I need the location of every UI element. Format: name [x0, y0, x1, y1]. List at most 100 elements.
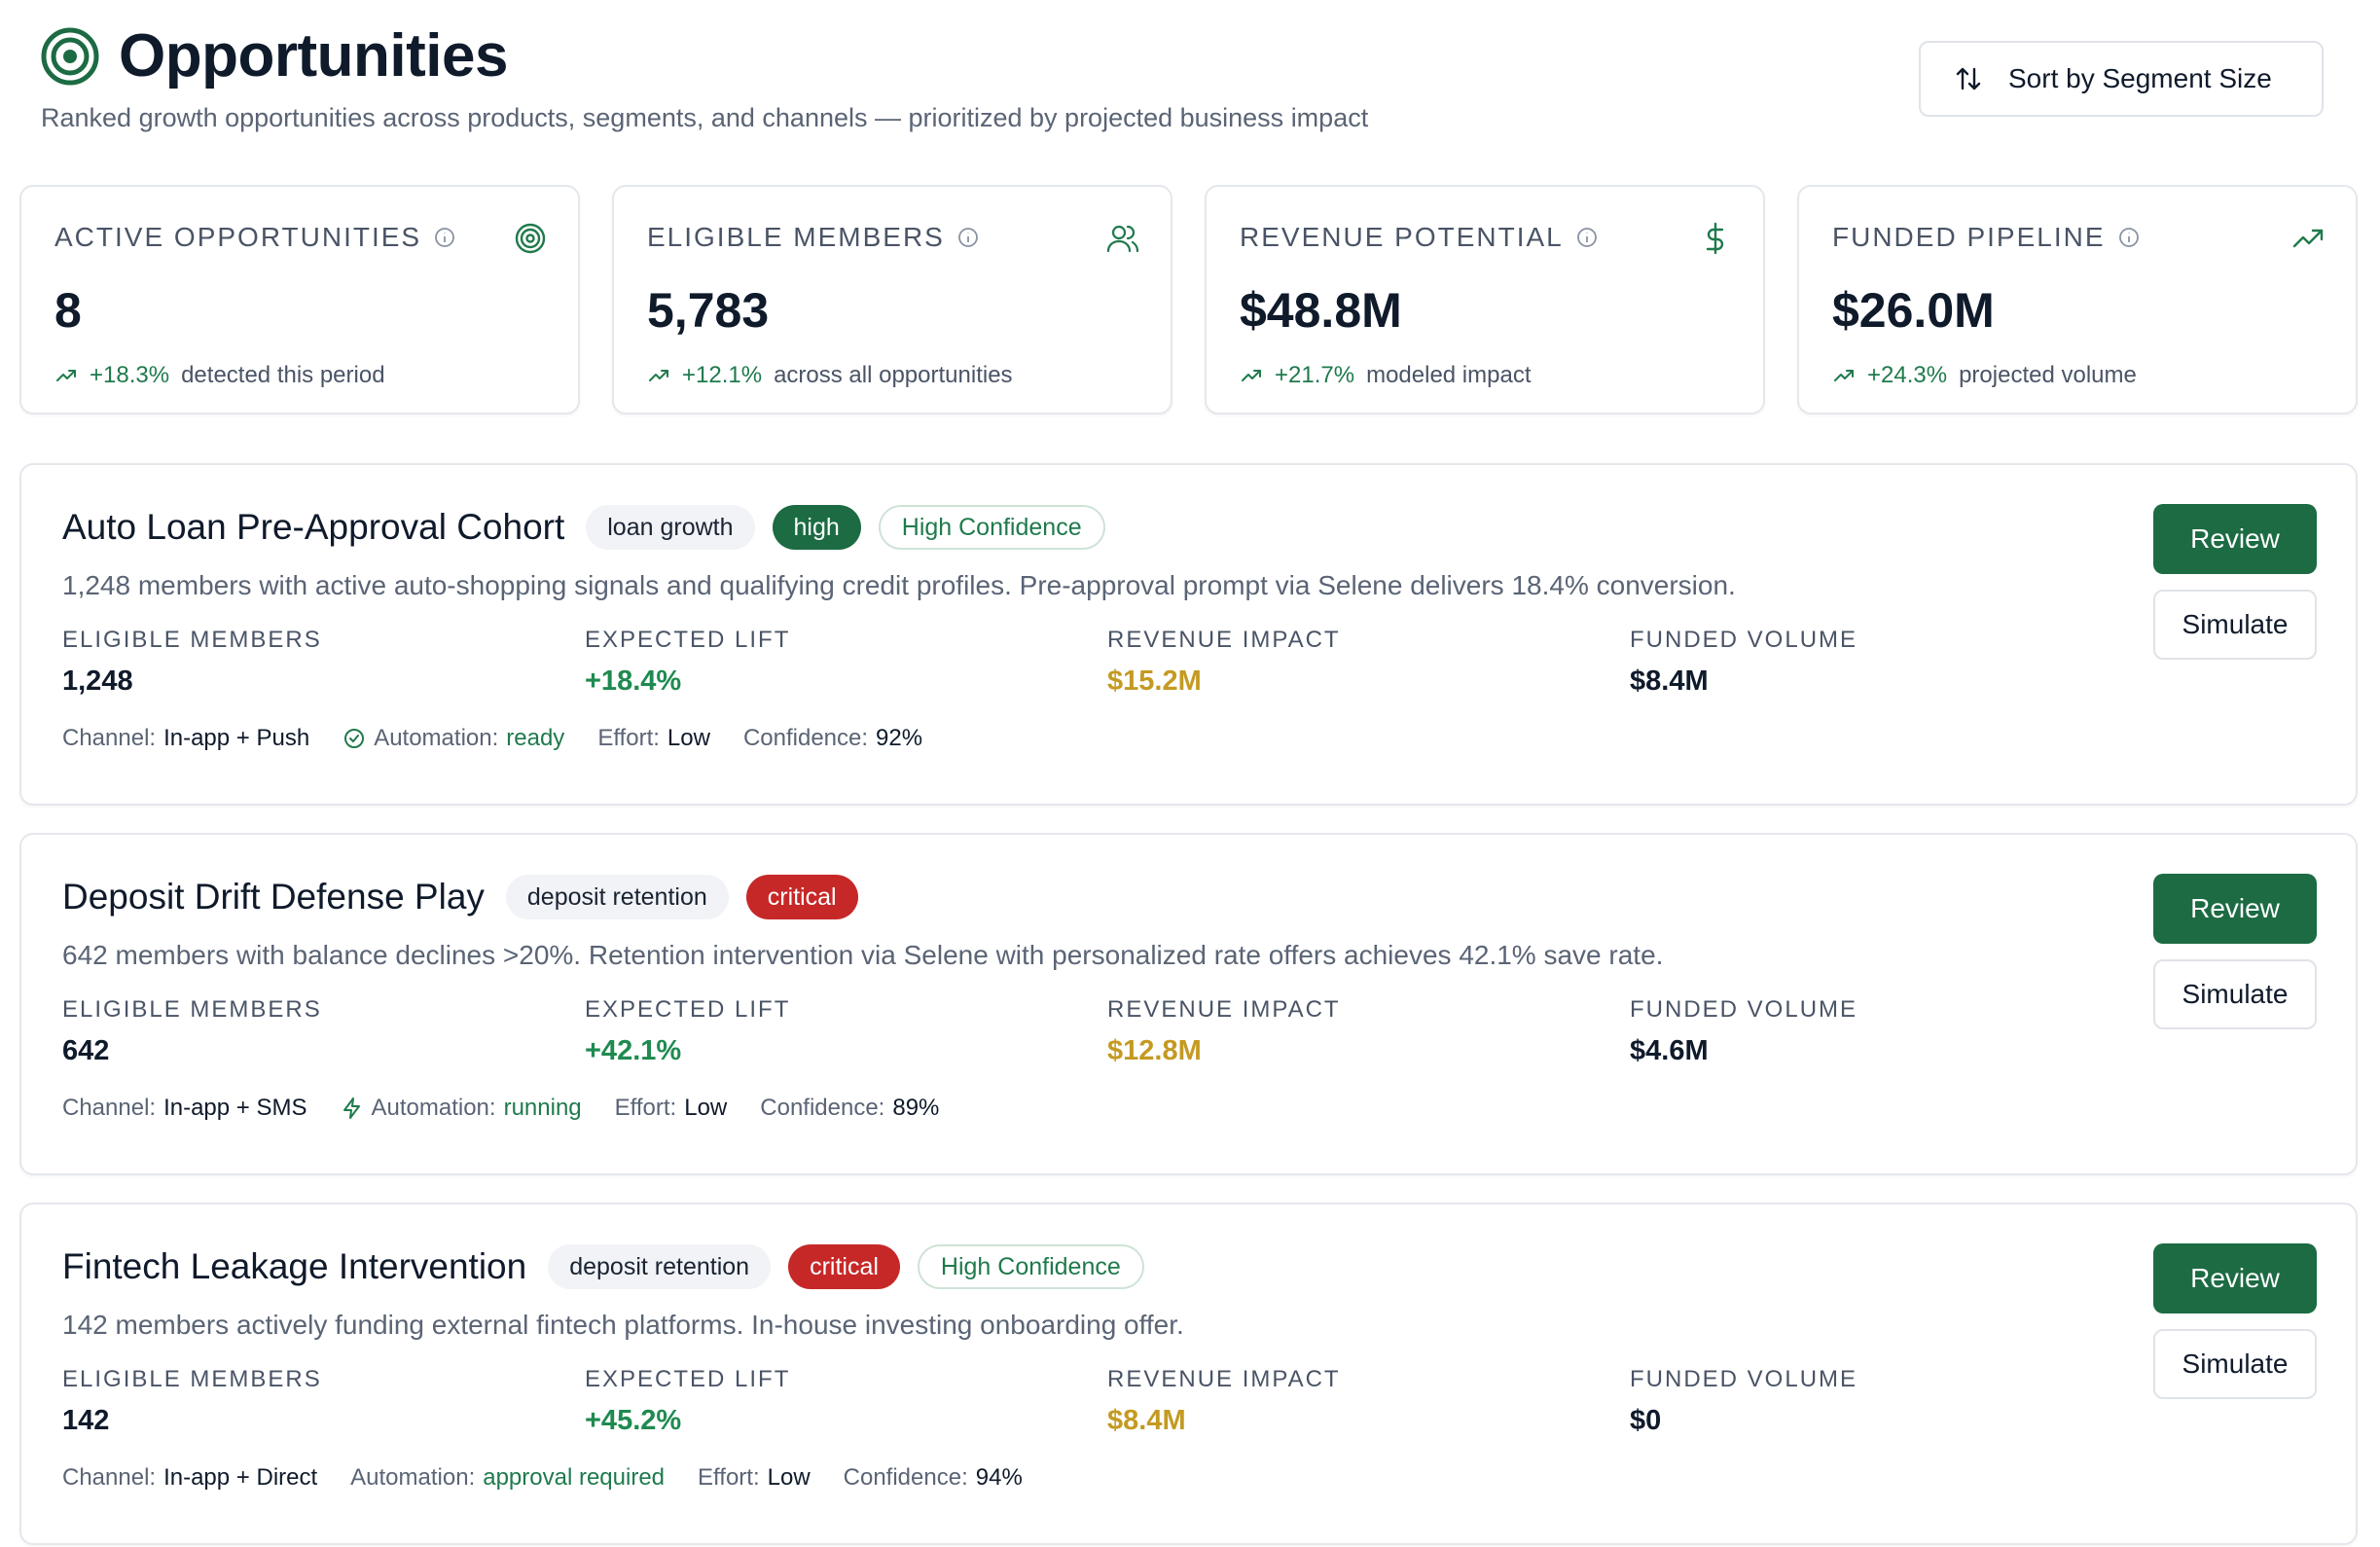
opportunity-description: 642 members with balance declines >20%. … — [62, 940, 1664, 970]
metric-value: +18.4% — [585, 666, 682, 697]
meta-label: Confidence: — [843, 1464, 968, 1491]
kpi-label: REVENUE POTENTIAL — [1240, 222, 1730, 253]
metric-eligible-members: ELIGIBLE MEMBERS 142 — [62, 1366, 585, 1437]
confidence-tag: High Confidence — [917, 1244, 1144, 1289]
meta-label: Effort: — [614, 1095, 677, 1121]
kpi-label: FUNDED PIPELINE — [1832, 222, 2323, 253]
metric-funded-volume: FUNDED VOLUME $8.4M — [1630, 627, 2152, 698]
meta-row: Channel: In-app + Direct Automation: appro… — [62, 1464, 2315, 1492]
priority-badge: critical — [788, 1244, 900, 1289]
metric-eligible-members: ELIGIBLE MEMBERS 1,248 — [62, 627, 585, 698]
meta-value: 89% — [892, 1095, 940, 1121]
sort-button-label: Sort by Segment Size — [2008, 63, 2272, 93]
kpi-label-text: ELIGIBLE MEMBERS — [647, 222, 945, 252]
info-icon[interactable] — [1575, 226, 1599, 249]
page-header: Opportunities Ranked growth opportunitie… — [19, 0, 2361, 175]
category-tag: deposit retention — [505, 875, 729, 919]
card-actions: Review Simulate — [2153, 1243, 2317, 1399]
meta-channel: Channel: In-app + SMS — [62, 1095, 307, 1122]
metric-value: $12.8M — [1107, 1035, 1202, 1066]
metric-label: EXPECTED LIFT — [585, 1366, 791, 1392]
simulate-button[interactable]: Simulate — [2153, 590, 2317, 660]
kpi-delta: +18.3% — [90, 362, 170, 388]
opportunity-title: Deposit Drift Defense Play — [62, 877, 485, 917]
kpi-footer: +18.3% detected this period — [54, 362, 545, 389]
metric-label: ELIGIBLE MEMBERS — [62, 627, 322, 653]
review-button[interactable]: Review — [2153, 1243, 2317, 1313]
metric-value: $4.6M — [1630, 1035, 1709, 1066]
kpi-note: detected this period — [181, 362, 385, 388]
metric-label: REVENUE IMPACT — [1107, 996, 1341, 1023]
opportunity-description: 142 members actively funding external fi… — [62, 1310, 1184, 1340]
kpi-footer: +24.3% projected volume — [1832, 362, 2323, 389]
kpi-delta: +12.1% — [682, 362, 763, 388]
metric-funded-volume: FUNDED VOLUME $0 — [1630, 1366, 2152, 1437]
kpi-footer: +21.7% modeled impact — [1240, 362, 1730, 389]
meta-effort: Effort: Low — [597, 725, 710, 752]
kpi-value: $48.8M — [1240, 283, 1402, 338]
kpi-value: 5,783 — [647, 283, 770, 338]
kpi-card-revenue-potential: REVENUE POTENTIAL $48.8M +21.7% modeled … — [1205, 185, 1765, 414]
meta-label: Effort: — [597, 725, 660, 751]
kpi-footer: +12.1% across all opportunities — [647, 362, 1137, 389]
kpi-label-text: ACTIVE OPPORTUNITIES — [54, 222, 422, 252]
meta-value: In-app + Direct — [163, 1464, 318, 1491]
meta-automation: Automation: approval required — [350, 1464, 665, 1492]
kpi-card-eligible-members: ELIGIBLE MEMBERS 5,783 +12.1% across all… — [612, 185, 1172, 414]
metric-value: $8.4M — [1630, 666, 1709, 697]
meta-value: approval required — [483, 1464, 666, 1491]
kpi-label-text: REVENUE POTENTIAL — [1240, 222, 1564, 252]
meta-label: Automation: — [350, 1464, 476, 1491]
opportunity-header: Auto Loan Pre-Approval Cohort loan growt… — [62, 504, 2315, 551]
metric-value: +45.2% — [585, 1405, 682, 1436]
page-subtitle: Ranked growth opportunities across produ… — [41, 103, 1369, 132]
info-icon[interactable] — [433, 226, 456, 249]
target-icon — [41, 27, 99, 85]
opportunity-card: Fintech Leakage Intervention deposit ret… — [19, 1203, 2358, 1545]
simulate-button[interactable]: Simulate — [2153, 1329, 2317, 1399]
kpi-note: modeled impact — [1366, 362, 1532, 388]
metric-expected-lift: EXPECTED LIFT +45.2% — [585, 1366, 1107, 1437]
meta-value: running — [503, 1095, 582, 1121]
opportunity-card: Deposit Drift Defense Play deposit reten… — [19, 833, 2358, 1175]
sort-arrows-icon — [1956, 67, 1981, 90]
kpi-delta: +21.7% — [1275, 362, 1355, 388]
metric-label: FUNDED VOLUME — [1630, 627, 1858, 653]
review-button[interactable]: Review — [2153, 874, 2317, 944]
simulate-button[interactable]: Simulate — [2153, 959, 2317, 1029]
users-icon — [1106, 225, 1139, 253]
metric-label: EXPECTED LIFT — [585, 996, 791, 1023]
meta-value: 94% — [975, 1464, 1023, 1491]
metric-revenue-impact: REVENUE IMPACT $12.8M — [1107, 996, 1630, 1067]
review-button[interactable]: Review — [2153, 504, 2317, 574]
metric-value: $8.4M — [1107, 1405, 1186, 1436]
metric-value: 642 — [62, 1035, 110, 1066]
info-icon[interactable] — [956, 226, 980, 249]
metric-value: 1,248 — [62, 666, 133, 697]
opportunity-title: Auto Loan Pre-Approval Cohort — [62, 507, 565, 547]
title-row: Opportunities — [41, 21, 508, 90]
metric-label: FUNDED VOLUME — [1630, 1366, 1858, 1392]
category-tag: loan growth — [586, 505, 755, 550]
metric-revenue-impact: REVENUE IMPACT $15.2M — [1107, 627, 1630, 698]
metric-revenue-impact: REVENUE IMPACT $8.4M — [1107, 1366, 1630, 1437]
category-tag: deposit retention — [548, 1244, 772, 1289]
meta-channel: Channel: In-app + Push — [62, 725, 309, 752]
meta-label: Confidence: — [742, 725, 869, 751]
confidence-tag: High Confidence — [878, 505, 1105, 550]
meta-label: Effort: — [698, 1464, 760, 1491]
meta-confidence: Confidence: 92% — [743, 725, 922, 752]
kpi-note: across all opportunities — [774, 362, 1013, 388]
metric-value: +42.1% — [585, 1035, 682, 1066]
metric-label: REVENUE IMPACT — [1107, 627, 1341, 653]
meta-value: Low — [667, 725, 710, 751]
trending-up-icon — [1242, 370, 1261, 381]
metric-label: ELIGIBLE MEMBERS — [62, 1366, 322, 1392]
meta-value: Low — [767, 1464, 811, 1491]
metric-label: EXPECTED LIFT — [585, 627, 791, 653]
info-icon[interactable] — [2117, 226, 2141, 249]
kpi-label-text: FUNDED PIPELINE — [1832, 222, 2106, 252]
sort-button[interactable]: Sort by Segment Size — [1919, 41, 2324, 117]
meta-channel: Channel: In-app + Direct — [62, 1464, 317, 1492]
